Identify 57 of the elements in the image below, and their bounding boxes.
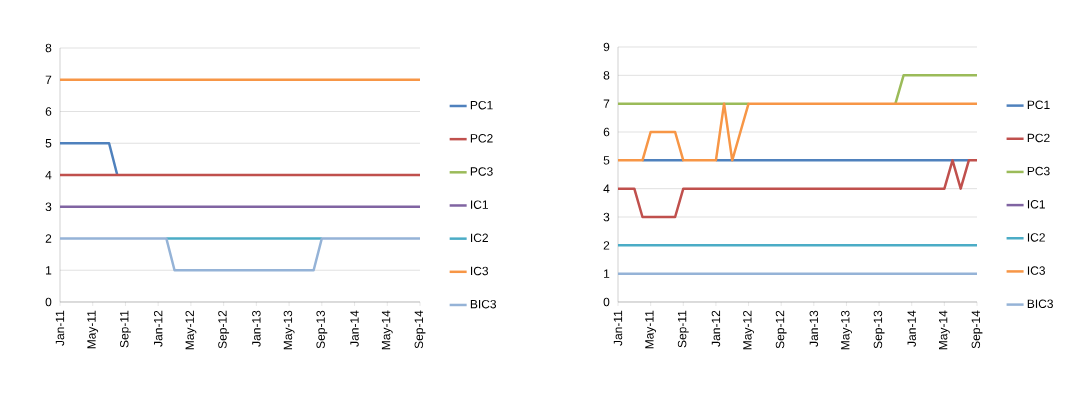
x-tick-label: May-11 (87, 310, 99, 349)
y-tick-label: 5 (603, 156, 610, 165)
legend-label: IC1 (1027, 200, 1045, 209)
x-tick-label: Sep-14 (414, 310, 426, 349)
x-tick-label: Sep-13 (316, 310, 328, 349)
legend-label: IC2 (1027, 233, 1045, 242)
x-tick-label: Jan-13 (809, 310, 819, 347)
y-tick-label: 3 (603, 212, 610, 222)
y-tick-label: 2 (45, 234, 52, 243)
y-tick-label: 7 (45, 75, 52, 84)
y-tick-label: 4 (603, 184, 610, 193)
legend-label: PC3 (1027, 166, 1050, 176)
x-tick-label: May-12 (743, 310, 754, 350)
x-tick-label: Sep-14 (971, 310, 983, 349)
legend-label: IC2 (471, 233, 488, 243)
x-tick-label: Jan-11 (55, 310, 65, 346)
x-tick-label: Jan-12 (711, 310, 721, 347)
x-tick-label: Jan-12 (153, 310, 163, 347)
y-tick-label: 8 (603, 71, 610, 80)
legend-label: PC2 (470, 134, 493, 143)
x-tick-label: May-12 (185, 310, 197, 350)
x-tick-label: Sep-12 (775, 310, 787, 349)
x-tick-label: Sep-11 (677, 310, 689, 348)
x-tick-label: Sep-11 (120, 310, 131, 348)
x-tick-label: May-14 (939, 310, 950, 350)
x-tick-label: Sep-12 (218, 310, 230, 349)
y-tick-label: 7 (603, 99, 610, 108)
legend-label: PC2 (1027, 133, 1050, 143)
y-tick-label: 1 (604, 269, 610, 278)
x-tick-label: Jan-14 (350, 310, 359, 347)
legend-label: IC3 (471, 266, 489, 276)
y-tick-label: 6 (45, 107, 52, 116)
y-tick-label: 8 (45, 43, 52, 53)
y-tick-label: 5 (45, 139, 52, 148)
y-tick-label: 1 (46, 266, 52, 275)
legend-label: IC1 (471, 200, 488, 209)
legend-label: PC1 (1027, 100, 1050, 110)
legend-label: IC3 (1027, 266, 1045, 275)
legend-label: PC3 (470, 167, 493, 176)
x-tick-label: May-13 (841, 310, 852, 350)
x-tick-label: Sep-13 (873, 310, 885, 349)
x-tick-label: May-14 (381, 310, 393, 350)
x-tick-label: Jan-11 (613, 310, 623, 346)
y-tick-label: 2 (603, 241, 610, 250)
x-tick-label: Jan-14 (907, 310, 916, 347)
x-tick-label: May-13 (283, 310, 295, 350)
x-tick-label: May-11 (645, 310, 657, 349)
y-tick-label: 4 (45, 170, 52, 180)
x-tick-label: Jan-13 (252, 310, 261, 347)
y-tick-label: 3 (45, 202, 52, 212)
legend-label: BIC3 (1027, 299, 1053, 309)
legend-label: PC1 (470, 100, 493, 110)
y-tick-label: 9 (603, 42, 610, 52)
y-tick-label: 0 (603, 297, 610, 307)
legend-label: BIC3 (470, 299, 497, 309)
y-tick-label: 6 (603, 127, 610, 137)
y-tick-label: 0 (45, 297, 52, 307)
